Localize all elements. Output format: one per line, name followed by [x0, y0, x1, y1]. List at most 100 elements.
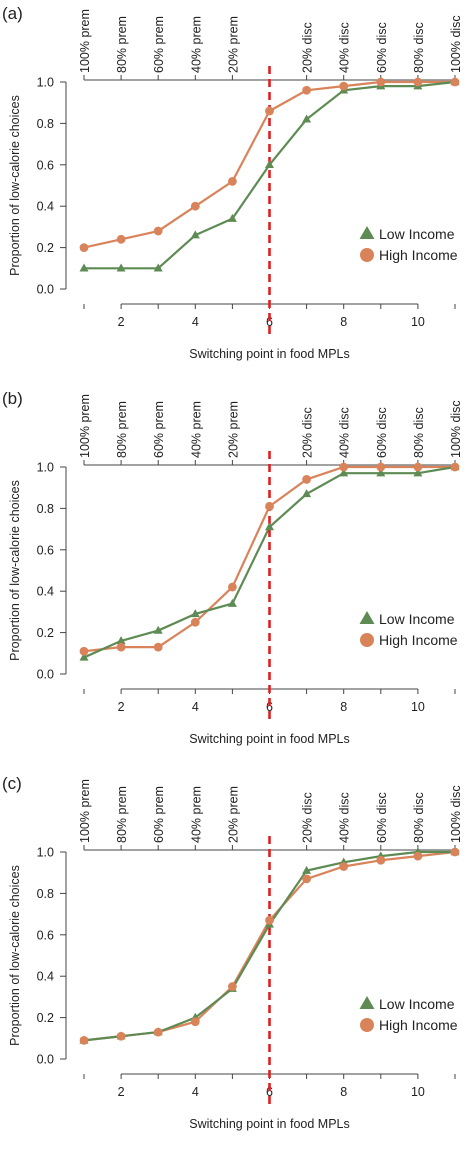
top-tick-label: 80% prem [115, 16, 129, 73]
data-point [228, 176, 237, 186]
data-point [153, 642, 163, 652]
top-tick-label: 40% disc [338, 407, 352, 458]
y-tick-label: 0.2 [37, 626, 54, 640]
y-tick-label: 0.4 [37, 585, 54, 599]
x-tick-label: 2 [118, 1085, 125, 1099]
data-point [190, 617, 200, 627]
data-point [450, 462, 460, 472]
top-tick-label: 100% prem [78, 9, 92, 73]
data-point [302, 114, 312, 123]
data-point [79, 646, 89, 656]
top-tick-label: 100% disc [449, 15, 463, 73]
data-point [227, 213, 237, 222]
legend-marker [359, 996, 375, 1009]
top-tick-label: 80% prem [115, 401, 129, 458]
y-tick-label: 1.0 [37, 846, 54, 860]
data-point [116, 1031, 126, 1041]
data-point [265, 160, 274, 168]
data-point [413, 77, 423, 87]
top-tick-label: 40% prem [189, 786, 203, 843]
x-tick-label: 6 [266, 1085, 273, 1099]
legend-marker [360, 1018, 374, 1032]
data-point [190, 1017, 200, 1027]
data-point [302, 85, 311, 95]
data-point [339, 862, 349, 871]
top-tick-label: 100% disc [449, 400, 463, 458]
data-point [376, 468, 386, 477]
legend: Low Income High Income [359, 996, 458, 1033]
top-tick-label: 40% disc [338, 22, 352, 73]
data-point [450, 77, 460, 87]
top-tick-label: 80% disc [412, 407, 426, 458]
data-point [376, 855, 386, 865]
data-point [339, 462, 349, 472]
x-tick-label: 6 [266, 700, 273, 714]
data-point [413, 462, 423, 472]
data-point [302, 489, 312, 498]
data-point [116, 636, 126, 645]
x-tick-label: 4 [192, 315, 199, 329]
data-point [116, 642, 126, 652]
y-tick-label: 1.0 [37, 76, 54, 90]
y-tick-label: 0.8 [37, 117, 54, 131]
data-point [79, 243, 89, 253]
data-point [190, 230, 200, 239]
top-tick-label: 80% prem [115, 786, 129, 843]
data-point [265, 106, 274, 116]
top-tick-label: 60% prem [152, 16, 166, 73]
top-tick-label: 20% prem [226, 16, 240, 73]
legend-label: High Income [379, 632, 458, 648]
y-tick-label: 0.8 [37, 887, 54, 901]
data-point [265, 501, 274, 511]
x-tick-label: 4 [192, 1085, 199, 1099]
data-point [153, 1027, 163, 1037]
legend: Low Income High Income [359, 226, 458, 263]
top-tick-label: 40% disc [338, 792, 352, 843]
chart-panel: (a) 100% prem 80% prem 60% prem 40% prem 20% … [2, 4, 463, 361]
top-tick-label: 60% disc [375, 22, 389, 73]
panel-label: (b) [2, 389, 23, 408]
legend-marker [360, 633, 374, 647]
y-tick-label: 0.8 [37, 502, 54, 516]
x-tick-label: 8 [340, 315, 347, 329]
data-point [190, 201, 200, 211]
data-point [450, 847, 460, 857]
data-point [302, 874, 311, 884]
data-point [265, 915, 274, 925]
data-point [228, 582, 237, 592]
y-axis-label: Proportion of low-calorie choices [8, 95, 22, 276]
data-point [116, 263, 126, 272]
top-tick-label: 80% disc [412, 792, 426, 843]
y-tick-label: 0.2 [37, 241, 54, 255]
x-tick-label: 4 [192, 700, 199, 714]
legend-marker [360, 248, 374, 262]
data-point [190, 609, 200, 618]
x-tick-label: 2 [118, 315, 125, 329]
y-tick-label: 0.0 [37, 1053, 54, 1067]
top-tick-label: 40% prem [189, 401, 203, 458]
panel-label: (a) [2, 4, 23, 23]
y-tick-label: 0.2 [37, 1011, 54, 1025]
top-tick-label: 20% disc [301, 792, 315, 843]
data-point [153, 263, 163, 272]
legend-marker [359, 226, 375, 239]
legend-label: High Income [379, 1017, 458, 1033]
x-tick-label: 10 [411, 700, 425, 714]
y-axis-label: Proportion of low-calorie choices [8, 865, 22, 1046]
legend-label: High Income [379, 247, 458, 263]
y-tick-label: 0.0 [37, 668, 54, 682]
x-tick-label: 10 [411, 315, 425, 329]
data-point [302, 865, 312, 874]
y-tick-label: 0.4 [37, 200, 54, 214]
top-tick-label: 20% disc [301, 22, 315, 73]
data-point [153, 226, 163, 236]
x-tick-label: 10 [411, 1085, 425, 1099]
data-point [116, 234, 126, 244]
y-tick-label: 0.6 [37, 928, 54, 942]
data-point [228, 982, 237, 991]
top-tick-label: 100% disc [449, 785, 463, 843]
top-tick-label: 20% prem [226, 786, 240, 843]
data-point [413, 851, 423, 861]
x-tick-label: 8 [340, 700, 347, 714]
